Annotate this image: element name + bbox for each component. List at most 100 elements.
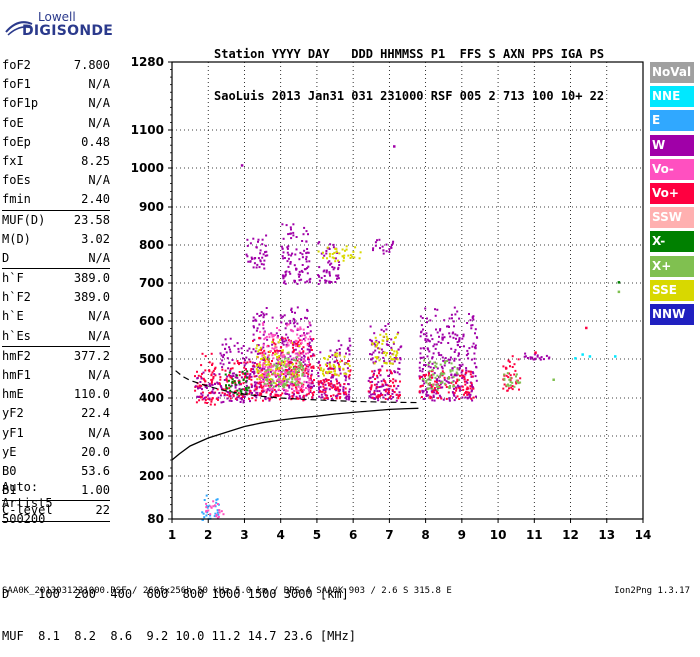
- echo-point: [453, 351, 456, 353]
- echo-point: [368, 377, 371, 380]
- echo-point: [456, 334, 459, 337]
- echo-point: [322, 383, 325, 386]
- echo-point: [382, 350, 385, 353]
- echo-point: [348, 360, 351, 362]
- echo-point: [298, 395, 301, 398]
- echo-point: [374, 341, 377, 343]
- echo-point: [436, 386, 439, 388]
- echo-point: [342, 390, 345, 393]
- echo-point: [291, 252, 294, 255]
- echo-point: [264, 383, 267, 386]
- echo-point: [207, 398, 210, 400]
- echo-point: [211, 397, 214, 400]
- echo-point: [312, 367, 315, 369]
- echo-point: [393, 145, 396, 148]
- echo-point: [332, 246, 335, 249]
- echo-point: [255, 319, 258, 322]
- echo-point: [272, 372, 275, 375]
- echo-point: [287, 233, 290, 236]
- echo-point: [332, 243, 335, 246]
- echo-point: [396, 358, 399, 361]
- echo-point: [204, 401, 207, 404]
- echo-point: [286, 372, 289, 374]
- echo-point: [387, 398, 389, 401]
- echo-point: [245, 356, 248, 359]
- echo-point: [388, 369, 391, 372]
- echo-point: [381, 365, 384, 368]
- echo-point: [280, 362, 283, 365]
- echo-point: [470, 383, 473, 386]
- echo-point: [210, 373, 213, 376]
- echo-point: [539, 358, 542, 361]
- echo-point: [282, 364, 285, 367]
- echo-point: [378, 386, 381, 388]
- echo-point: [229, 350, 232, 353]
- echo-point: [262, 354, 265, 357]
- echo-point: [215, 515, 218, 518]
- echo-point: [289, 341, 292, 344]
- echo-point: [215, 397, 218, 400]
- echo-point: [222, 400, 225, 403]
- echo-point: [354, 246, 357, 249]
- echo-point: [274, 393, 277, 396]
- echo-point: [308, 382, 311, 384]
- param-value: 23.58: [73, 212, 110, 227]
- echo-point: [461, 374, 464, 377]
- echo-point: [466, 322, 469, 324]
- echo-point: [274, 353, 277, 356]
- echo-point: [274, 385, 277, 388]
- echo-point: [441, 333, 444, 336]
- echo-point: [338, 348, 341, 350]
- echo-point: [228, 348, 231, 351]
- echo-point: [421, 375, 424, 378]
- echo-point: [502, 387, 505, 390]
- param-row: foF1 N/A: [2, 75, 110, 94]
- echo-point: [345, 376, 347, 379]
- echo-point: [284, 337, 287, 340]
- echo-point: [279, 394, 282, 397]
- echo-point: [281, 372, 283, 375]
- echo-point: [443, 364, 446, 367]
- param-name: h`F2: [2, 290, 31, 305]
- echo-point: [471, 386, 474, 389]
- echo-point: [393, 350, 396, 353]
- echo-point: [282, 378, 284, 381]
- echo-point: [296, 356, 299, 359]
- echo-point: [307, 233, 309, 236]
- echo-point: [324, 390, 327, 393]
- echo-point: [339, 372, 342, 375]
- echo-point: [285, 270, 288, 273]
- echo-point: [277, 335, 279, 337]
- echo-point: [296, 392, 299, 394]
- echo-point: [458, 368, 461, 371]
- echo-point: [529, 357, 532, 360]
- echo-point: [304, 268, 307, 271]
- echo-point: [294, 352, 297, 355]
- echo-point: [228, 395, 231, 398]
- echo-point: [281, 351, 284, 354]
- echo-point: [256, 327, 259, 330]
- echo-point: [291, 391, 294, 394]
- echo-point: [228, 384, 230, 387]
- echo-point: [262, 390, 265, 393]
- echo-point: [424, 375, 426, 378]
- x-tick-label: 10: [490, 528, 507, 542]
- echo-point: [214, 512, 217, 515]
- echo-point: [308, 260, 311, 263]
- echo-point: [295, 267, 298, 270]
- echo-point: [519, 377, 522, 380]
- legend-item-sse: SSE: [650, 279, 694, 301]
- echo-point: [337, 268, 340, 271]
- echo-point: [462, 388, 465, 391]
- echo-point: [510, 386, 513, 389]
- echo-point: [280, 321, 283, 324]
- echo-point: [447, 358, 450, 361]
- echo-point: [329, 365, 332, 368]
- echo-point: [513, 373, 516, 376]
- echo-point: [328, 355, 330, 358]
- echo-point: [322, 372, 324, 375]
- echo-point: [385, 328, 388, 331]
- echo-point: [264, 398, 267, 401]
- echo-point: [264, 365, 267, 368]
- echo-point: [299, 334, 302, 337]
